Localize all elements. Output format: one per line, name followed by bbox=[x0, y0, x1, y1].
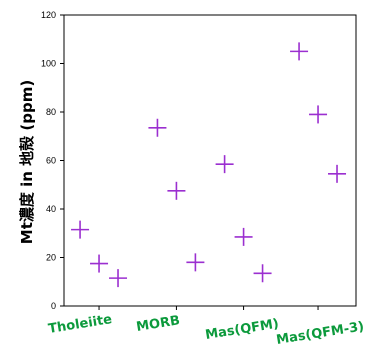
data-point bbox=[167, 181, 186, 200]
y-axis-title: Mt濃度 in 地殻 (ppm) bbox=[18, 80, 36, 244]
category-label: Tholeiite bbox=[47, 312, 113, 337]
data-points bbox=[71, 42, 347, 288]
y-tick-label: 80 bbox=[46, 107, 56, 117]
data-point bbox=[290, 42, 309, 61]
category-label: Mas(QFM-3) bbox=[275, 319, 365, 347]
y-tick-label: 120 bbox=[41, 10, 56, 20]
data-point bbox=[253, 264, 272, 283]
plot-frame bbox=[63, 14, 357, 307]
y-tick-label: 100 bbox=[41, 59, 56, 69]
data-point bbox=[90, 254, 109, 273]
category-label: MORB bbox=[135, 313, 181, 335]
y-axis-title-group: Mt濃度 in 地殻 (ppm) bbox=[18, 80, 36, 244]
data-point bbox=[328, 164, 347, 183]
data-point bbox=[215, 155, 234, 174]
data-point bbox=[186, 253, 205, 272]
data-point bbox=[309, 105, 328, 124]
data-point bbox=[234, 227, 253, 246]
x-axis-ticks bbox=[98, 306, 319, 310]
y-tick-label: 60 bbox=[46, 156, 56, 166]
y-tick-label: 40 bbox=[46, 204, 56, 214]
data-point bbox=[109, 269, 128, 288]
data-point bbox=[148, 118, 167, 137]
y-tick-label: 0 bbox=[51, 301, 56, 311]
y-axis-ticks: 0 20 40 60 80 100 120 bbox=[41, 10, 64, 311]
category-labels: Tholeiite MORB Mas(QFM)Mas(QFM-3) bbox=[47, 312, 365, 347]
y-tick-label: 20 bbox=[46, 253, 56, 263]
category-label: Mas(QFM) bbox=[204, 317, 280, 343]
data-point bbox=[71, 220, 90, 239]
